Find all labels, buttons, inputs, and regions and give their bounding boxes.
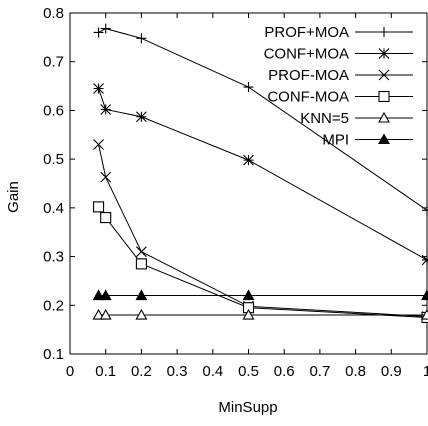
- series-4: [92, 308, 428, 320]
- y-axis-title: Gain: [5, 181, 22, 213]
- data-point: [99, 289, 112, 301]
- legend-label: PROF-MOA: [268, 67, 349, 84]
- data-point: [100, 212, 112, 224]
- x-tick-label: 0.8: [345, 363, 366, 380]
- x-tick-label: 0.6: [274, 363, 295, 380]
- data-point: [92, 308, 105, 320]
- legend-marker: [378, 69, 390, 81]
- series-3: [93, 201, 428, 324]
- x-tick-label: 0.3: [167, 363, 188, 380]
- legend-marker: [378, 48, 390, 59]
- series-line: [98, 206, 428, 318]
- series-0: [93, 23, 428, 216]
- data-point: [421, 308, 428, 320]
- data-point: [135, 258, 147, 270]
- data-point: [100, 23, 111, 34]
- legend-marker: [378, 111, 390, 123]
- legend-item: PROF+MOA: [264, 24, 413, 41]
- axis-ticks: 0 0.1 0.2 0.3 0.4 0.5 0.6 0.7 0.8 0.9 10.10.20.30.…: [43, 5, 428, 380]
- series-line: [98, 144, 428, 317]
- data-point: [136, 246, 147, 258]
- data-point: [135, 289, 148, 301]
- data-point: [93, 83, 104, 94]
- legend-item: CONF+MOA: [264, 46, 413, 63]
- data-point: [243, 154, 254, 166]
- data-point: [242, 289, 255, 301]
- y-tick-label: 0.2: [43, 297, 64, 314]
- x-axis-title: MinSupp: [218, 399, 277, 416]
- data-point: [100, 171, 112, 183]
- data-point: [92, 289, 105, 301]
- legend-item: PROF-MOA: [268, 67, 413, 84]
- legend-label: MPI: [322, 132, 349, 149]
- series-layer: [92, 23, 428, 324]
- x-tick-label: 0: [66, 363, 74, 380]
- data-point: [136, 33, 147, 44]
- y-tick-label: 0.3: [43, 249, 64, 266]
- legend-marker: [378, 90, 390, 103]
- data-point: [99, 308, 112, 320]
- data-point: [93, 27, 104, 38]
- legend-label: CONF+MOA: [264, 46, 349, 63]
- x-tick-label: 0.4: [202, 363, 223, 380]
- data-point: [93, 139, 104, 150]
- legend-marker: [379, 27, 389, 37]
- x-tick-label: 0.9: [381, 363, 402, 380]
- x-tick-label: 0.5: [238, 363, 259, 380]
- legend-marker: [378, 133, 390, 145]
- x-tick-label: 1: [423, 363, 428, 380]
- data-point: [422, 205, 428, 216]
- legend: PROF+MOA CONF+MOA PROF-MOA CONF-MOA KNN=5 MPI: [264, 24, 413, 149]
- legend-item: KNN=5: [300, 110, 413, 127]
- data-point: [242, 308, 255, 320]
- x-tick-label: 0.2: [131, 363, 152, 380]
- data-point: [136, 111, 147, 123]
- data-point: [243, 82, 254, 93]
- y-tick-label: 0.7: [43, 54, 64, 71]
- legend-label: KNN=5: [300, 110, 349, 127]
- y-tick-label: 0.4: [43, 200, 64, 217]
- y-tick-label: 0.5: [43, 151, 64, 168]
- data-point: [421, 254, 428, 266]
- data-point: [421, 289, 428, 301]
- series-line: [98, 88, 428, 261]
- x-tick-label: 0.1: [95, 363, 116, 380]
- legend-label: CONF-MOA: [267, 89, 349, 106]
- data-point: [93, 201, 105, 213]
- y-tick-label: 0.8: [43, 5, 64, 22]
- y-tick-label: 0.6: [43, 102, 64, 119]
- series-5: [92, 289, 428, 301]
- data-point: [135, 308, 148, 320]
- legend-item: CONF-MOA: [267, 89, 413, 106]
- x-tick-label: 0.7: [309, 363, 330, 380]
- legend-item: MPI: [322, 132, 413, 149]
- series-1: [93, 83, 428, 266]
- legend-label: PROF+MOA: [264, 24, 349, 41]
- y-tick-label: 0.1: [43, 346, 64, 363]
- data-point: [100, 104, 112, 115]
